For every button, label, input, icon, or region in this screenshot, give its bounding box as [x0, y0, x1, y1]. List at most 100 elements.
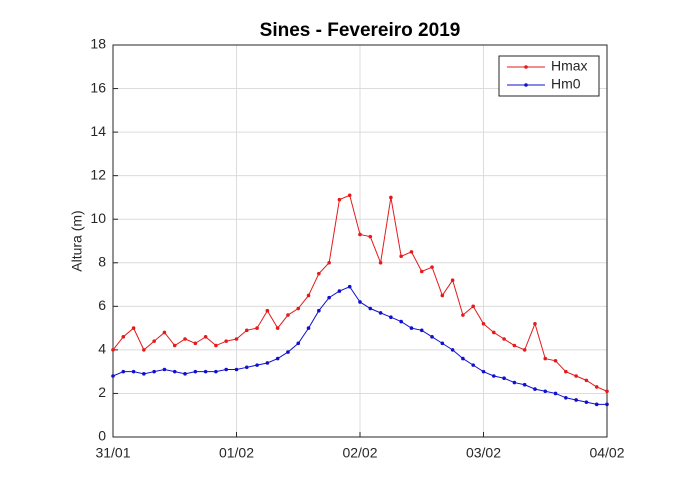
point: [564, 369, 568, 374]
x-tick-label: 31/01: [95, 445, 130, 461]
point: [419, 328, 424, 333]
point: [142, 372, 146, 376]
point: [574, 374, 578, 378]
x-tick-label: 03/02: [466, 445, 501, 461]
point: [430, 265, 434, 269]
point: [183, 337, 187, 341]
point: [533, 387, 537, 391]
point: [471, 304, 476, 309]
y-tick-label: 10: [90, 210, 106, 226]
point: [131, 326, 136, 330]
point: [111, 374, 115, 378]
point: [440, 341, 445, 346]
point: [131, 369, 136, 374]
y-axis-label: Altura (m): [69, 210, 85, 271]
y-tick-label: 16: [90, 79, 106, 95]
y-tick-label: 4: [98, 341, 106, 357]
legend-box: [498, 55, 600, 97]
point: [533, 321, 537, 326]
point: [162, 330, 167, 335]
point: [605, 402, 609, 407]
point: [265, 308, 270, 313]
point: [584, 400, 589, 404]
point: [244, 328, 249, 333]
y-tick-label: 6: [98, 297, 106, 313]
x-tick-label: 04/02: [589, 445, 624, 461]
plot-frame: [112, 44, 608, 438]
point: [337, 197, 342, 202]
y-tick-label: 8: [98, 253, 106, 269]
point: [378, 311, 383, 315]
point: [193, 369, 198, 374]
point: [162, 367, 167, 372]
point: [265, 361, 270, 365]
point: [286, 350, 290, 354]
point: [296, 306, 301, 311]
point: [275, 356, 280, 361]
point: [255, 363, 259, 367]
point: [605, 389, 609, 394]
legend-marker: [524, 65, 528, 69]
point: [234, 337, 239, 341]
point: [564, 396, 568, 400]
point: [512, 343, 517, 348]
point: [461, 313, 465, 317]
point: [461, 356, 465, 361]
point: [409, 326, 414, 330]
point: [214, 369, 218, 374]
point: [306, 326, 311, 330]
point: [152, 369, 156, 374]
point: [152, 339, 156, 343]
point: [275, 326, 280, 330]
point: [522, 348, 527, 352]
legend-label: Hmax: [551, 58, 588, 74]
point: [142, 348, 146, 352]
point: [255, 326, 259, 330]
point: [296, 341, 301, 346]
point: [584, 378, 589, 383]
point: [481, 321, 486, 326]
point: [224, 339, 229, 343]
point: [419, 269, 424, 274]
point: [389, 195, 393, 200]
point: [358, 300, 362, 304]
point: [502, 376, 506, 381]
point: [337, 289, 342, 293]
point: [183, 372, 187, 376]
point: [286, 313, 290, 317]
point: [409, 250, 414, 254]
point: [502, 337, 506, 341]
legend-label: Hm0: [551, 76, 581, 92]
point: [440, 293, 445, 298]
legend-marker: [524, 83, 528, 87]
point: [594, 402, 599, 407]
point: [317, 271, 321, 276]
point: [522, 382, 527, 387]
chart-title: Sines - Fevereiro 2019: [260, 20, 461, 41]
point: [121, 335, 126, 339]
point: [399, 254, 403, 259]
point: [172, 369, 177, 374]
point: [471, 363, 476, 367]
point: [368, 234, 373, 239]
x-tick-label: 01/02: [219, 445, 254, 461]
point: [481, 369, 486, 374]
point: [543, 389, 548, 394]
point: [594, 385, 599, 389]
point: [317, 308, 321, 313]
point: [574, 398, 578, 402]
point: [378, 260, 383, 265]
y-tick-label: 2: [98, 384, 106, 400]
x-tick-label: 02/02: [342, 445, 377, 461]
point: [399, 319, 403, 324]
point: [193, 341, 198, 346]
point: [389, 315, 393, 320]
point: [203, 369, 208, 374]
point: [491, 374, 496, 378]
y-tick-label: 12: [90, 166, 106, 182]
point: [306, 293, 311, 298]
point: [358, 232, 362, 237]
point: [491, 330, 496, 335]
point: [327, 260, 331, 265]
y-tick-label: 14: [90, 123, 106, 139]
